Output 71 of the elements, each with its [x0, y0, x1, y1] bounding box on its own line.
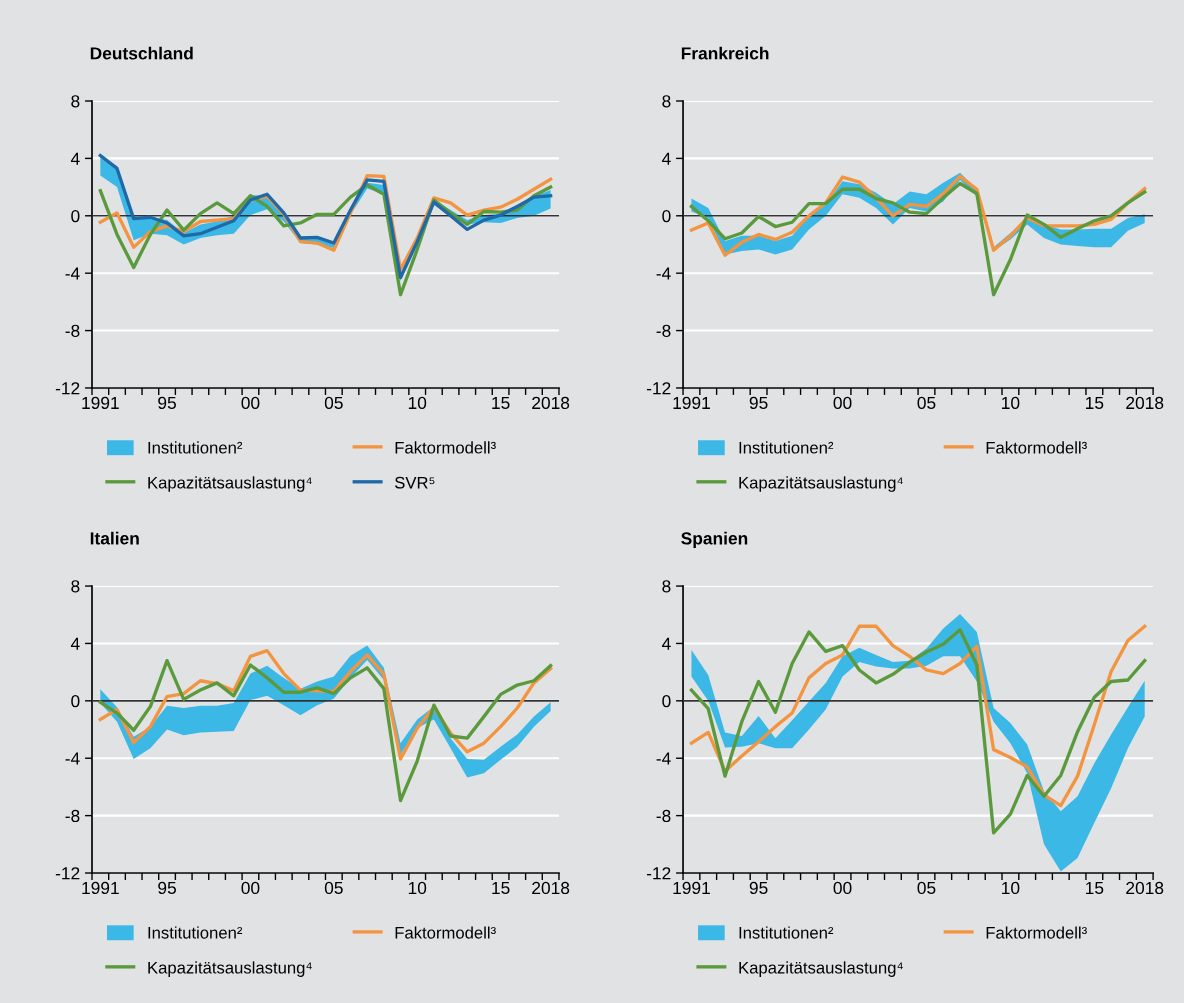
y-tick-label: 8 [71, 95, 80, 108]
x-tick-label: 95 [749, 881, 768, 895]
x-tick-label: 95 [749, 396, 768, 410]
x-tick-label: 05 [324, 881, 343, 895]
x-tick-label: 1991 [82, 396, 119, 410]
y-tick-label: -8 [65, 809, 80, 823]
y-tick-label: -8 [65, 324, 80, 338]
x-tick-label: 10 [1002, 396, 1020, 410]
y-tick-label: 4 [70, 637, 80, 650]
x-tick-label: 2018 [532, 881, 570, 895]
line-series [689, 181, 1147, 297]
y-tick-label: -12 [55, 867, 80, 880]
chart-title: Frankreich [681, 46, 769, 60]
x-tick-label: 15 [492, 881, 510, 895]
chart-title: Deutschland [90, 46, 193, 60]
y-tick-label: -12 [55, 382, 80, 395]
x-tick-label: 10 [1002, 881, 1020, 895]
y-tick-label: -4 [65, 267, 80, 280]
x-tick-label: 10 [408, 881, 427, 895]
x-tick-label: 2018 [1126, 396, 1164, 410]
chart-title: Spanien [681, 531, 748, 548]
legend-label: Kapazitätsauslastung⁴ [739, 961, 903, 977]
x-tick-label: 05 [917, 881, 936, 895]
y-tick-label: 8 [662, 95, 671, 108]
legend-label: Institutionen² [739, 926, 834, 939]
x-tick-label: 1991 [82, 881, 119, 895]
legend-label: Kapazitätsauslastung⁴ [148, 961, 312, 977]
x-tick-label: 15 [1086, 881, 1104, 895]
y-tick-label: 0 [71, 209, 80, 223]
x-tick-label: 00 [241, 881, 260, 895]
x-tick-label: 2018 [1126, 881, 1164, 895]
y-tick-label: 4 [661, 152, 671, 165]
y-tick-label: 4 [70, 152, 80, 165]
y-tick-label: 4 [661, 637, 671, 650]
legend-label: Faktormodell³ [986, 441, 1087, 454]
y-tick-label: -12 [646, 867, 671, 880]
x-tick-label: 00 [833, 881, 852, 895]
y-tick-label: 8 [71, 580, 80, 593]
y-tick-label: -8 [656, 324, 671, 338]
x-tick-label: 95 [158, 881, 176, 895]
legend-label: SVR⁵ [395, 476, 435, 489]
x-tick-label: 10 [408, 396, 427, 410]
legend-label: Institutionen² [148, 441, 243, 454]
legend-label: Faktormodell³ [986, 926, 1087, 939]
legend-label: Kapazitätsauslastung⁴ [148, 476, 312, 492]
x-tick-label: 1991 [673, 396, 710, 410]
y-tick-label: -4 [656, 752, 671, 765]
x-tick-label: 1991 [673, 881, 710, 895]
x-tick-label: 95 [158, 396, 176, 410]
legend-label: Institutionen² [739, 441, 834, 454]
line-series [98, 658, 553, 803]
y-tick-label: 8 [662, 580, 671, 593]
y-tick-label: -12 [646, 382, 671, 395]
y-tick-label: 0 [71, 695, 80, 708]
x-tick-label: 00 [833, 396, 852, 410]
chart-title: Italien [90, 531, 139, 545]
x-tick-label: 05 [324, 396, 343, 410]
legend-label: Institutionen² [148, 926, 243, 939]
x-tick-label: 2018 [532, 396, 570, 410]
x-tick-label: 15 [492, 396, 510, 410]
legend-label: Faktormodell³ [395, 926, 496, 939]
y-tick-label: -4 [656, 267, 671, 280]
x-tick-label: 15 [1086, 396, 1104, 410]
y-tick-label: 0 [662, 209, 671, 223]
legend-label: Kapazitätsauslastung⁴ [739, 476, 903, 492]
x-tick-label: 00 [241, 396, 260, 410]
legend-label: Faktormodell³ [395, 441, 496, 454]
x-tick-label: 05 [917, 396, 936, 410]
y-tick-label: 0 [662, 695, 671, 708]
y-tick-label: -8 [656, 809, 671, 823]
y-tick-label: -4 [65, 752, 80, 765]
